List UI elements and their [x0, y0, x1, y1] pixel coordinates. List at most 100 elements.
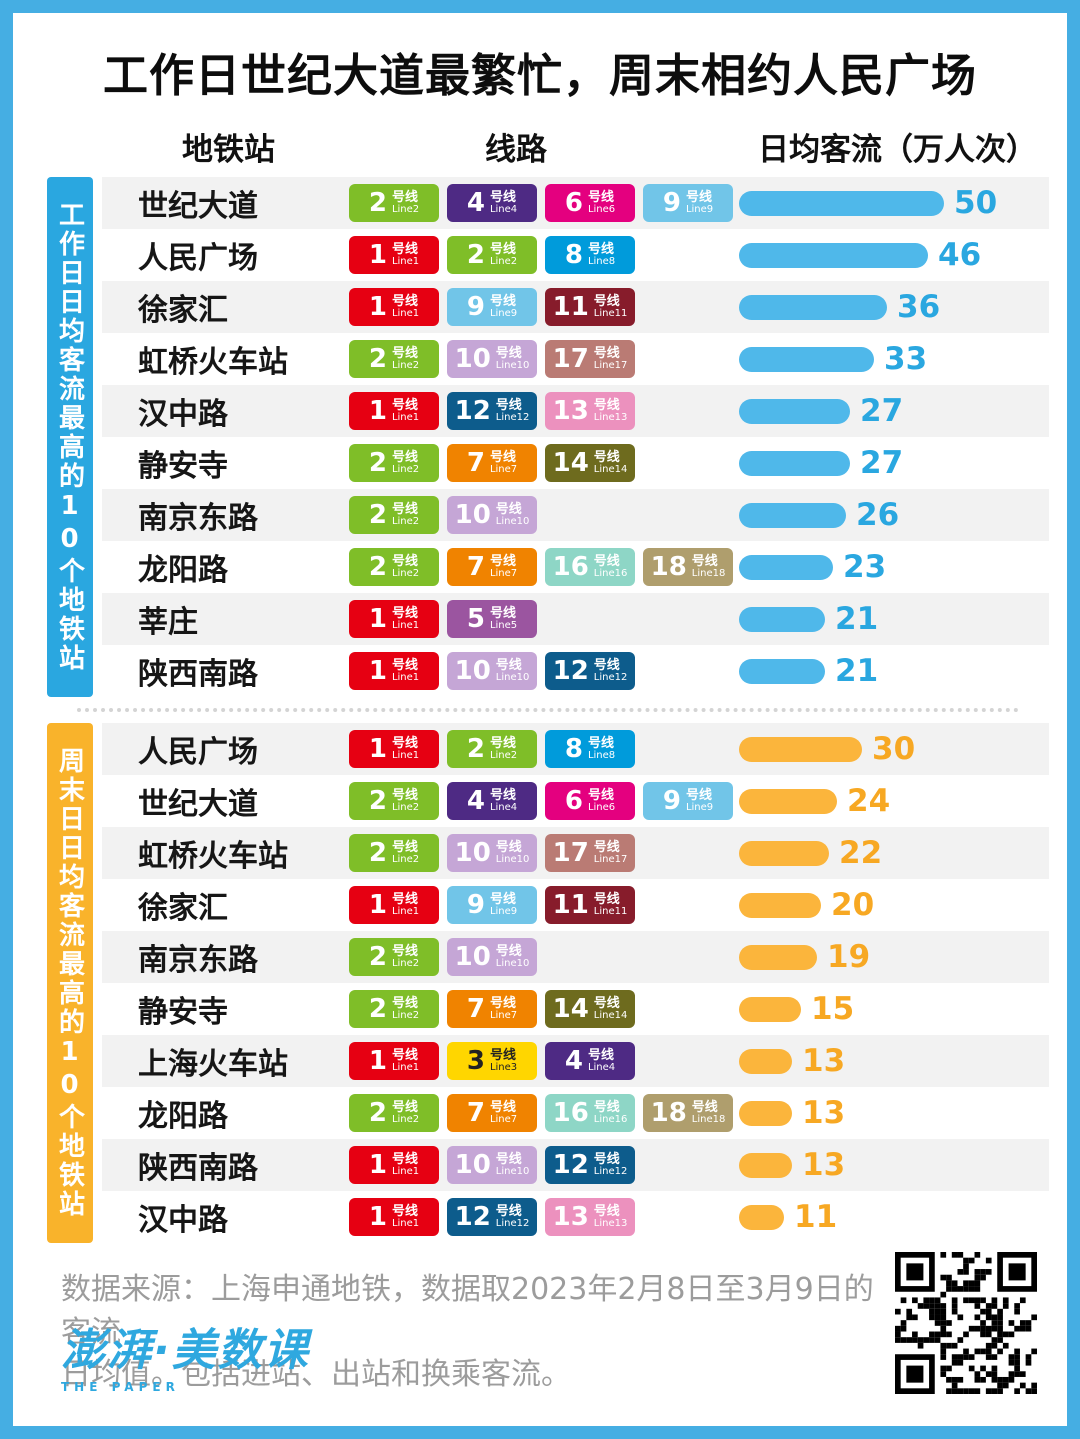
line-label-en: Line13 [593, 1217, 628, 1229]
line-suffix-cn: 号线 [489, 189, 516, 205]
line-number: 9 [466, 292, 485, 322]
flow-bar [739, 294, 887, 320]
line-12-badge: 12 号线 Line12 [447, 392, 537, 430]
qr-code-graphic [895, 1252, 1037, 1394]
line-badges: 1 号线 Line1 12 号线 Line12 13 号线 Line13 [349, 392, 739, 430]
line-10-badge: 10 号线 Line10 [447, 834, 537, 872]
line-suffix-cn: 号线 [489, 1099, 516, 1115]
line-10-badge: 10 号线 Line10 [447, 1146, 537, 1184]
line-badge-text: 号线 Line2 [392, 789, 419, 813]
line-1-badge: 1 号线 Line1 [349, 886, 439, 924]
line-suffix-cn: 号线 [391, 1047, 418, 1063]
line-number: 16 [552, 1098, 589, 1128]
flow-value: 27 [860, 393, 904, 429]
line-suffix-cn: 号线 [489, 735, 516, 751]
station-row: 世纪大道 2 号线 Line2 4 号线 Line4 6 号线 Line6 9 号线 Line9 50 [102, 177, 1049, 229]
flow-bar [739, 1100, 792, 1126]
page-title: 工作日世纪大道最繁忙，周末相约人民广场 [102, 49, 977, 102]
chart-sections: 工作日日均客流最高的10个地铁站 世纪大道 2 号线 Line2 4 号线 Line4 6 号线 L… [13, 177, 1067, 1243]
line-badge-text: 号线 Line18 [692, 555, 726, 579]
flow-bar-cell: 24 [739, 783, 1049, 819]
line-badges: 2 号线 Line2 7 号线 Line7 14 号线 Line14 [349, 990, 739, 1028]
line-badge-text: 号线 Line2 [392, 945, 419, 969]
line-suffix-cn: 号线 [593, 891, 620, 907]
rows-weekend: 人民广场 1 号线 Line1 2 号线 Line2 8 号线 Line8 30 世纪大道 2 号线 Lin… [102, 723, 1049, 1243]
line-label-en: Line7 [489, 567, 518, 579]
line-badge-text: 号线 Line7 [490, 1101, 517, 1125]
line-suffix-cn: 号线 [391, 397, 418, 413]
line-number: 6 [564, 786, 583, 816]
line-6-badge: 6 号线 Line6 [545, 184, 635, 222]
line-suffix-cn: 号线 [391, 1203, 418, 1219]
line-number: 12 [552, 1150, 589, 1180]
line-label-en: Line2 [391, 853, 420, 865]
line-1-badge: 1 号线 Line1 [349, 1146, 439, 1184]
line-suffix-cn: 号线 [495, 1203, 522, 1219]
line-number: 18 [650, 1098, 687, 1128]
line-badges: 1 号线 Line1 10 号线 Line10 12 号线 Line12 [349, 652, 739, 690]
line-number: 2 [466, 734, 485, 764]
line-badge-text: 号线 Line2 [392, 997, 419, 1021]
line-suffix-cn: 号线 [489, 605, 516, 621]
line-badge-text: 号线 Line2 [392, 503, 419, 527]
line-number: 2 [368, 786, 387, 816]
line-suffix-cn: 号线 [391, 995, 418, 1011]
line-11-badge: 11 号线 Line11 [545, 288, 635, 326]
flow-value: 27 [860, 445, 904, 481]
line-2-badge: 2 号线 Line2 [349, 444, 439, 482]
line-6-badge: 6 号线 Line6 [545, 782, 635, 820]
line-label-en: Line11 [593, 905, 628, 917]
line-badge-text: 号线 Line17 [594, 841, 628, 865]
station-row: 徐家汇 1 号线 Line1 9 号线 Line9 11 号线 Line11 20 [102, 879, 1049, 931]
line-number: 11 [552, 890, 589, 920]
line-suffix-cn: 号线 [391, 501, 418, 517]
flow-bar-cell: 30 [739, 731, 1049, 767]
line-suffix-cn: 号线 [593, 449, 620, 465]
line-badge-text: 号线 Line7 [490, 997, 517, 1021]
line-badge-text: 号线 Line2 [392, 555, 419, 579]
line-badge-text: 号线 Line12 [496, 399, 530, 423]
line-suffix-cn: 号线 [495, 657, 522, 673]
line-badges: 2 号线 Line2 7 号线 Line7 14 号线 Line14 [349, 444, 739, 482]
rows-weekday: 世纪大道 2 号线 Line2 4 号线 Line4 6 号线 Line6 9 号线 Line9 50 人民… [102, 177, 1049, 697]
line-number: 12 [552, 656, 589, 686]
line-number: 4 [466, 188, 485, 218]
line-suffix-cn: 号线 [489, 293, 516, 309]
station-row: 静安寺 2 号线 Line2 7 号线 Line7 14 号线 Line14 27 [102, 437, 1049, 489]
station-name: 虹桥火车站 [138, 839, 288, 874]
line-suffix-cn: 号线 [489, 449, 516, 465]
line-badges: 1 号线 Line1 2 号线 Line2 8 号线 Line8 [349, 730, 739, 768]
line-10-badge: 10 号线 Line10 [447, 340, 537, 378]
column-header-lines: 线路 [485, 132, 547, 168]
line-number: 2 [368, 448, 387, 478]
line-suffix-cn: 号线 [587, 787, 614, 803]
line-suffix-cn: 号线 [391, 293, 418, 309]
line-suffix-cn: 号线 [593, 657, 620, 673]
flow-bar [739, 346, 874, 372]
line-9-badge: 9 号线 Line9 [447, 886, 537, 924]
station-row: 世纪大道 2 号线 Line2 4 号线 Line4 6 号线 Line6 9 号线 Line9 24 [102, 775, 1049, 827]
line-number: 18 [650, 552, 687, 582]
line-badges: 1 号线 Line1 9 号线 Line9 11 号线 Line11 [349, 288, 739, 326]
line-suffix-cn: 号线 [391, 553, 418, 569]
line-label-en: Line1 [391, 1217, 420, 1229]
flow-bar [739, 1204, 784, 1230]
line-badge-text: 号线 Line11 [594, 295, 628, 319]
line-label-en: Line8 [587, 255, 616, 267]
flow-bar-cell: 50 [739, 185, 1049, 221]
line-suffix-cn: 号线 [391, 891, 418, 907]
line-badges: 2 号线 Line2 4 号线 Line4 6 号线 Line6 9 号线 Line9 [349, 184, 739, 222]
line-17-badge: 17 号线 Line17 [545, 834, 635, 872]
line-number: 7 [466, 552, 485, 582]
line-label-en: Line11 [593, 307, 628, 319]
flow-bar-cell: 22 [739, 835, 1049, 871]
station-name: 静安寺 [138, 995, 228, 1030]
line-number: 2 [368, 994, 387, 1024]
publisher-logo-text: 澎湃·美数课 [61, 1325, 310, 1376]
line-suffix-cn: 号线 [391, 241, 418, 257]
line-number: 9 [466, 890, 485, 920]
line-9-badge: 9 号线 Line9 [643, 184, 733, 222]
line-2-badge: 2 号线 Line2 [349, 340, 439, 378]
station-name: 徐家汇 [138, 891, 228, 926]
line-label-en: Line10 [495, 515, 530, 527]
